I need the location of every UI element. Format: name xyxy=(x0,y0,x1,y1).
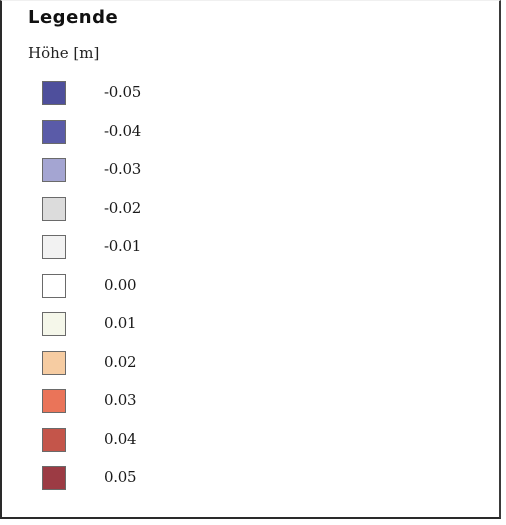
value-label: 0.03 xyxy=(104,391,137,409)
color-swatch xyxy=(42,274,66,298)
value-label: 0.00 xyxy=(104,276,137,294)
value-label: -0.01 xyxy=(104,237,141,255)
legend-item: 0.02 xyxy=(40,351,240,379)
color-swatch xyxy=(42,351,66,375)
color-swatch xyxy=(42,389,66,413)
value-label: 0.05 xyxy=(104,468,137,486)
color-swatch xyxy=(42,197,66,221)
color-swatch xyxy=(42,428,66,452)
color-swatch xyxy=(42,158,66,182)
color-swatch xyxy=(42,120,66,144)
legend-items: -0.05 -0.04 -0.03 -0.02 -0.01 0.00 0.01 0.02 0.0… xyxy=(2,1,499,517)
value-label: 0.01 xyxy=(104,314,137,332)
legend-item: -0.01 xyxy=(40,235,240,263)
value-label: -0.04 xyxy=(104,122,141,140)
value-label: -0.02 xyxy=(104,199,141,217)
legend-item: -0.05 xyxy=(40,81,240,109)
color-swatch xyxy=(42,235,66,259)
value-label: -0.05 xyxy=(104,83,141,101)
legend-item: -0.03 xyxy=(40,158,240,186)
value-label: 0.02 xyxy=(104,353,137,371)
legend-item: 0.00 xyxy=(40,274,240,302)
color-swatch xyxy=(42,466,66,490)
value-label: 0.04 xyxy=(104,430,137,448)
legend-item: -0.02 xyxy=(40,197,240,225)
legend-item: 0.03 xyxy=(40,389,240,417)
legend-title: Legende xyxy=(28,7,119,28)
unit-label: Höhe [m] xyxy=(28,44,100,62)
legend-item: 0.05 xyxy=(40,466,240,494)
legend-item: 0.04 xyxy=(40,428,240,456)
legend-panel: Legende Höhe [m] -0.05 -0.04 -0.03 -0.02 -0.… xyxy=(0,0,501,519)
value-label: -0.03 xyxy=(104,160,141,178)
legend-item: 0.01 xyxy=(40,312,240,340)
color-swatch xyxy=(42,312,66,336)
color-swatch xyxy=(42,81,66,105)
legend-item: -0.04 xyxy=(40,120,240,148)
